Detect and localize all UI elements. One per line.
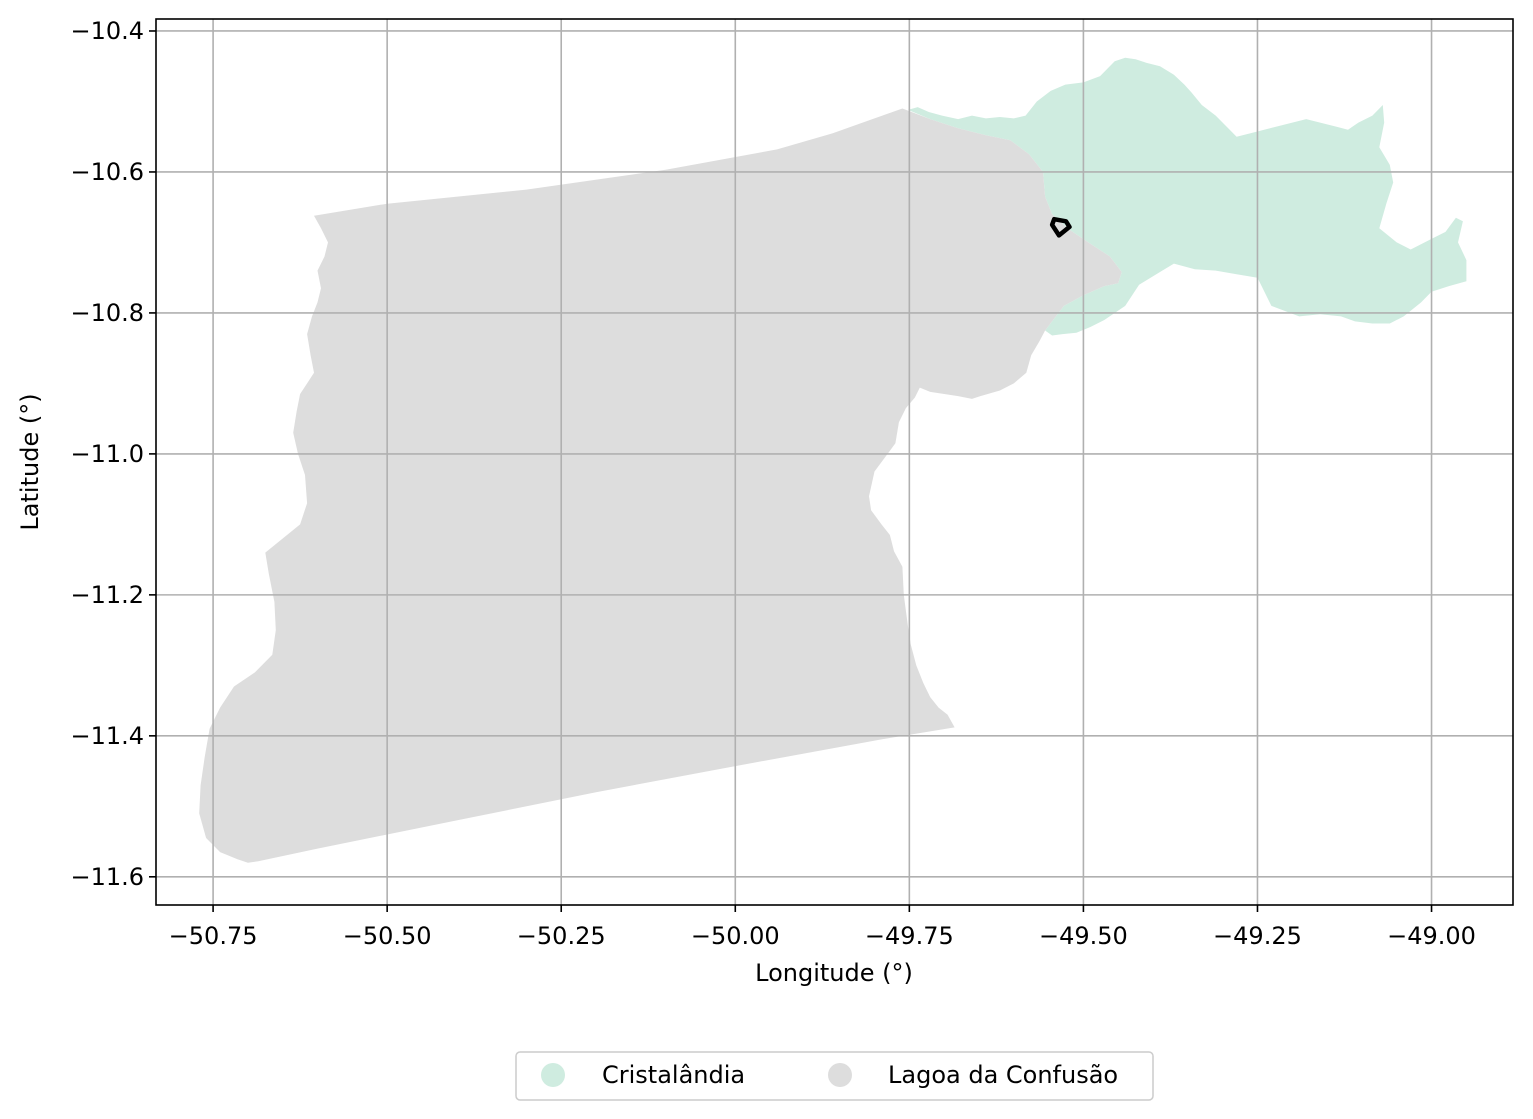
y-axis-label: Latitude (°) — [16, 393, 44, 530]
y-tick-label: −10.4 — [70, 17, 144, 45]
x-tick-label: −49.50 — [1039, 922, 1128, 950]
region-cristalandia — [908, 57, 1467, 336]
y-tick-label: −10.6 — [70, 158, 144, 186]
y-tick-label: −10.8 — [70, 299, 144, 327]
x-tick-label: −50.75 — [169, 922, 258, 950]
legend: Cristalândia Lagoa da Confusão — [515, 1051, 1154, 1101]
legend-swatch-lagoa-da-confusao — [828, 1063, 852, 1087]
region-lagoa-da-confusao — [199, 108, 1122, 863]
legend-label-cristalandia: Cristalândia — [602, 1061, 745, 1089]
x-axis-label: Longitude (°) — [755, 959, 913, 987]
axis-ticks: −50.75 −50.50 −50.25 −50.00 −49.75 −49.50 −49.… — [70, 17, 1475, 950]
x-tick-label: −50.25 — [517, 922, 606, 950]
location-marker-outline — [1049, 216, 1072, 238]
marker-layer — [1049, 216, 1072, 238]
y-tick-label: −11.0 — [70, 440, 144, 468]
y-tick-label: −11.2 — [70, 581, 144, 609]
regions — [156, 19, 1513, 905]
legend-label-lagoa-da-confusao: Lagoa da Confusão — [888, 1061, 1118, 1089]
y-tick-label: −11.4 — [70, 722, 144, 750]
x-tick-label: −50.50 — [343, 922, 432, 950]
x-tick-label: −50.00 — [691, 922, 780, 950]
x-tick-label: −49.75 — [865, 922, 954, 950]
x-tick-label: −49.00 — [1387, 922, 1476, 950]
plot-frame — [155, 18, 1514, 906]
legend-swatch-cristalandia — [541, 1063, 565, 1087]
y-tick-label: −11.6 — [70, 863, 144, 891]
x-tick-label: −49.25 — [1213, 922, 1302, 950]
